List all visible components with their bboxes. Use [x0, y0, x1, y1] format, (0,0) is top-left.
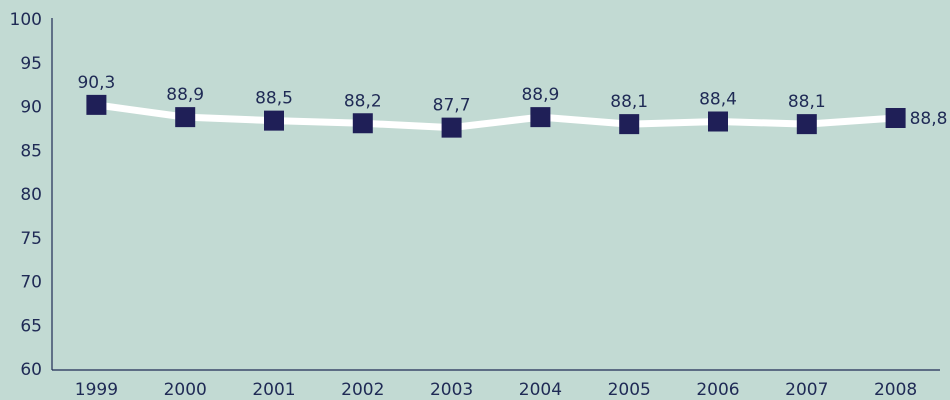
y-tick-label: 65 [20, 316, 42, 336]
x-tick-label: 1999 [75, 380, 118, 400]
y-tick-label: 90 [20, 98, 42, 118]
y-tick-label: 75 [20, 229, 42, 249]
data-label: 88,2 [344, 91, 382, 111]
marker [708, 111, 728, 132]
data-label: 88,1 [788, 92, 826, 112]
marker [264, 110, 284, 131]
marker [441, 117, 462, 138]
marker [530, 107, 551, 128]
data-label: 88,4 [699, 90, 737, 110]
x-tick-label: 2005 [608, 380, 651, 400]
y-tick-label: 80 [20, 185, 42, 205]
y-tick-label: 70 [20, 273, 42, 293]
marker [86, 94, 107, 115]
x-tick-label: 2004 [519, 380, 562, 400]
y-tick-label: 60 [20, 360, 42, 380]
marker [796, 114, 817, 135]
marker [352, 113, 373, 134]
data-label: 88,9 [166, 85, 204, 105]
line [95, 101, 896, 132]
x-tick-label: 2000 [164, 380, 207, 400]
y-tick-label: 85 [20, 141, 42, 161]
x-tick-label: 2002 [341, 380, 384, 400]
data-label: 90,3 [77, 73, 115, 93]
y-tick-label: 100 [10, 10, 42, 30]
data-label: 88,9 [521, 85, 559, 105]
data-label: 88,5 [255, 89, 293, 109]
x-tick-label: 2007 [785, 380, 828, 400]
data-label: 88,8 [910, 109, 948, 129]
data-label: 88,1 [610, 92, 648, 112]
x-tick-label: 2006 [696, 380, 739, 400]
data-label: 87,7 [433, 96, 471, 116]
y-tick-label: 95 [20, 54, 42, 74]
marker [619, 114, 640, 135]
x-tick-label: 2008 [874, 380, 917, 400]
x-tick-label: 2003 [430, 380, 473, 400]
marker [175, 107, 196, 128]
marker [885, 108, 906, 128]
x-tick-label: 2001 [252, 380, 295, 400]
